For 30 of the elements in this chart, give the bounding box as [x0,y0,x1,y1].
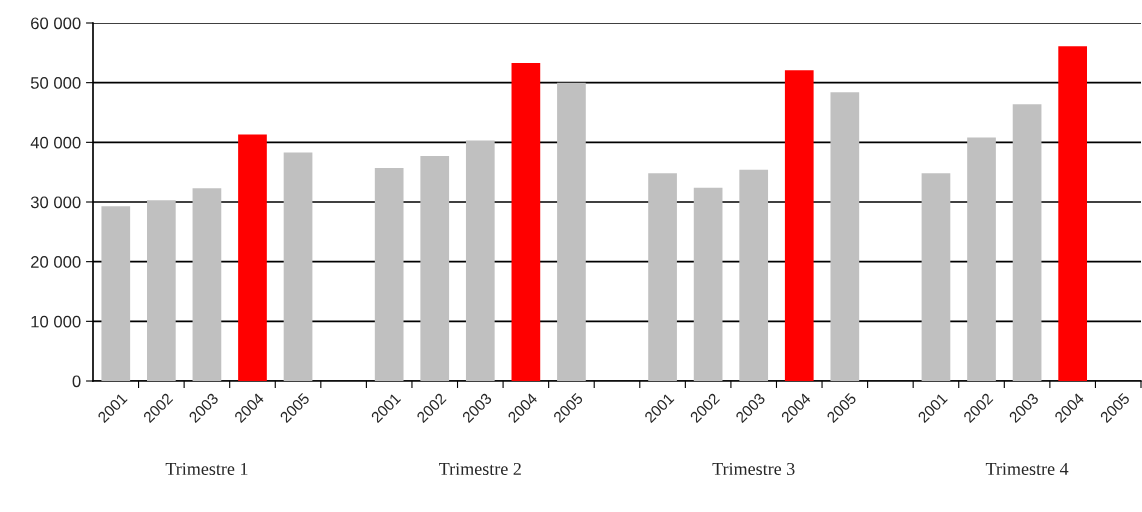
bar [238,134,267,381]
bar [784,70,814,381]
bar [511,62,541,381]
bar [1012,104,1042,381]
y-tick-label: 20 000 [31,256,81,268]
y-tick-label: 50 000 [30,77,81,89]
y-tick-label: 60 000 [31,17,81,30]
bar [420,156,450,381]
bar [146,200,176,381]
bar [283,152,313,381]
text: Trimestre 2 [439,462,521,476]
bar [921,173,951,381]
y-tick-label: 10 000 [31,315,81,328]
bar [557,82,586,381]
bar [101,206,131,381]
bar [830,92,860,381]
y-tick-label: 40 000 [30,136,81,149]
bar [967,137,996,381]
text: Trimestre 1 [165,462,248,476]
bar [1058,46,1088,381]
bar [192,188,222,381]
text: Trimestre 3 [712,462,795,476]
text: Trimestre 4 [985,462,1069,476]
bar [465,140,495,381]
bar [648,173,677,381]
y-tick-label: 0 [72,375,81,388]
bar [374,167,404,381]
bar [693,187,723,381]
bar [739,169,769,381]
y-tick-label: 30 000 [30,196,81,209]
